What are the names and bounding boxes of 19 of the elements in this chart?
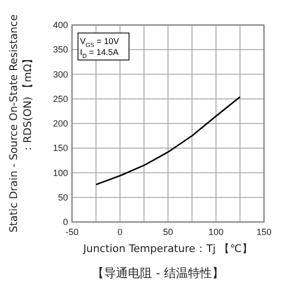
y-axis-title: Static Drain - Source On-State Resistance ：RDS(ON) 【mΩ】 bbox=[8, 14, 34, 233]
x-tick-label: 100 bbox=[208, 227, 224, 237]
text: V$_{GS}$ = 10V I$_{D}$ = 14.5A bbox=[80, 36, 120, 60]
x-tick-label: 50 bbox=[162, 227, 174, 237]
y-tick-label: 400 bbox=[52, 20, 68, 30]
y-tick-label: 200 bbox=[52, 118, 68, 128]
y-tick-label: 100 bbox=[52, 168, 68, 178]
x-tick-label: 150 bbox=[256, 227, 272, 237]
x-tick-label: 0 bbox=[117, 227, 123, 237]
y-tick-label: 250 bbox=[52, 94, 68, 104]
y-tick-label: 150 bbox=[52, 143, 68, 154]
y-tick-label: 0 bbox=[62, 217, 68, 227]
text: 【导通电阻 - 结温特性】 bbox=[92, 266, 224, 280]
y-tick-label: 350 bbox=[52, 44, 68, 55]
y-tick-label: 300 bbox=[52, 69, 68, 80]
y-tick-label: 50 bbox=[58, 192, 68, 202]
line-series bbox=[95, 96, 241, 186]
x-tick-label: -50 bbox=[65, 227, 79, 237]
x-axis-title: Junction Temperature：Tj 【℃】 bbox=[82, 242, 253, 255]
